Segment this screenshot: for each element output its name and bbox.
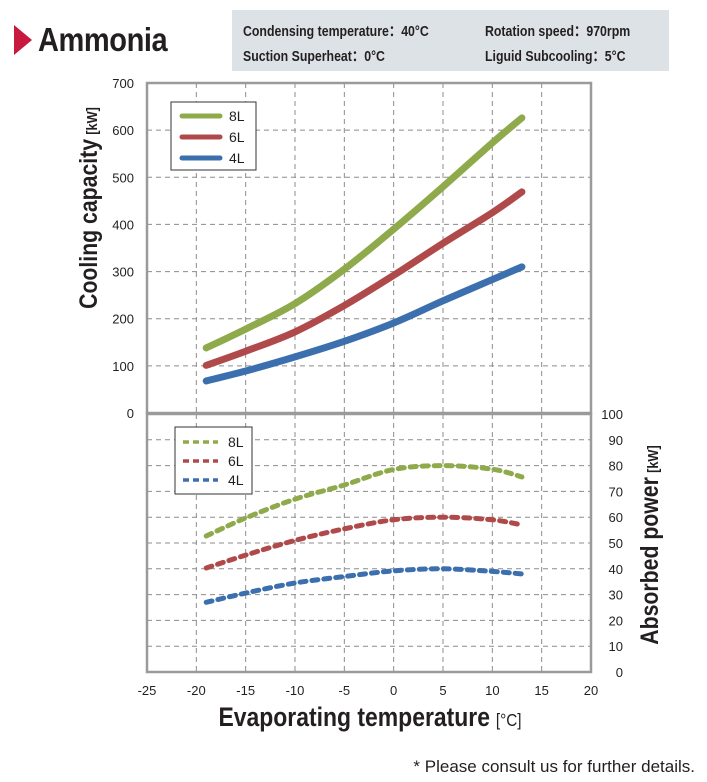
y-axis-title-cooling-capacity: Cooling capacity [kW]: [74, 107, 102, 309]
y-tick-label: 600: [112, 123, 134, 138]
legend-label-6L: 6L: [228, 453, 244, 469]
condition-rotation-speed: Rotation speed：970rpm: [485, 24, 631, 40]
y-tick-label: 0: [127, 406, 134, 421]
operating-conditions-box: Condensing temperature：40°C Rotation spe…: [232, 10, 669, 71]
legends: 8L 6L 4L 8L 6L 4L: [170, 101, 257, 495]
y2-axis-unit: [kW]: [644, 445, 661, 473]
y2-tick-label: 10: [609, 639, 623, 654]
y-axis-title-absorbed-power: Absorbed power [kW]: [635, 445, 663, 644]
legend-label-8L: 8L: [229, 108, 245, 124]
y-tick-label: 200: [112, 312, 134, 327]
y-tick-label: 300: [112, 265, 134, 280]
x-axis-title: Evaporating temperature [°C]: [218, 702, 521, 732]
absorbed-power-lines: [203, 463, 525, 605]
x-axis-unit: [°C]: [496, 710, 522, 730]
svg-text:Absorbed power[kW]: Absorbed power [kW]: [635, 445, 663, 644]
page-title: Ammonia: [14, 20, 185, 60]
footnote: * Please consult us for further details.: [413, 757, 695, 776]
refrigerant-title: Ammonia: [38, 21, 168, 58]
y2-tick-label: 20: [609, 613, 623, 628]
x-tick-label: -25: [138, 683, 157, 698]
y2-tick-label: 80: [609, 459, 623, 474]
x-tick-label: 5: [439, 683, 446, 698]
svg-text:Evaporating temperature[°C]: Evaporating temperature [°C]: [218, 702, 521, 732]
y2-tick-label: 90: [609, 433, 623, 448]
y2-tick-label: 40: [609, 562, 623, 577]
legend-label-4L: 4L: [229, 150, 245, 166]
absorbed-power-line-8L: [203, 463, 525, 539]
legend-label-8L: 8L: [228, 434, 244, 450]
tick-labels: 0100200300400500600700010203040506070809…: [112, 76, 623, 698]
condition-suction-superheat: Suction Superheat：0°C: [243, 49, 385, 65]
y2-tick-label: 50: [609, 536, 623, 551]
x-tick-label: 0: [390, 683, 397, 698]
condition-condensing-temperature: Condensing temperature：40°C: [243, 24, 429, 40]
upper-legend: 8L 6L 4L: [170, 101, 257, 171]
lower-legend: 8L 6L 4L: [174, 426, 253, 495]
cooling-capacity-lines: [202, 114, 526, 385]
y2-tick-label: 0: [616, 665, 623, 680]
x-tick-label: -10: [286, 683, 305, 698]
plot-frames: [145, 81, 593, 674]
cooling-capacity-line-6L: [202, 188, 526, 369]
y-tick-label: 700: [112, 76, 134, 91]
svg-text:Cooling capacity[kW]: Cooling capacity [kW]: [74, 107, 102, 309]
y-tick-label: 500: [112, 170, 134, 185]
x-tick-label: -15: [236, 683, 255, 698]
y2-tick-label: 60: [609, 510, 623, 525]
lower-plot-frame: [145, 412, 593, 674]
y-axis-unit: [kW]: [83, 107, 100, 135]
triangle-marker-icon: [14, 25, 32, 55]
x-tick-label: 15: [534, 683, 548, 698]
absorbed-power-line-6L: [203, 514, 525, 571]
legend-label-4L: 4L: [228, 472, 244, 488]
y-tick-label: 400: [112, 217, 134, 232]
y2-tick-label: 100: [601, 407, 623, 422]
x-tick-label: -20: [187, 683, 206, 698]
legend-label-6L: 6L: [229, 129, 245, 145]
y-tick-label: 100: [112, 359, 134, 374]
x-tick-label: -5: [339, 683, 351, 698]
condition-liquid-subcooling: Liguid Subcooling：5°C: [485, 49, 626, 65]
x-tick-label: 10: [485, 683, 499, 698]
y2-tick-label: 70: [609, 484, 623, 499]
cooling-capacity-line-4L: [202, 263, 526, 385]
x-axis-title-text: Evaporating temperature: [218, 702, 490, 732]
y2-axis-title-text: Absorbed power: [635, 477, 663, 645]
cooling-capacity-line-8L: [202, 114, 526, 352]
y-axis-title-text: Cooling capacity: [74, 139, 102, 309]
absorbed-power-line-4L: [203, 566, 525, 605]
y2-tick-label: 30: [609, 588, 623, 603]
x-tick-label: 20: [584, 683, 598, 698]
